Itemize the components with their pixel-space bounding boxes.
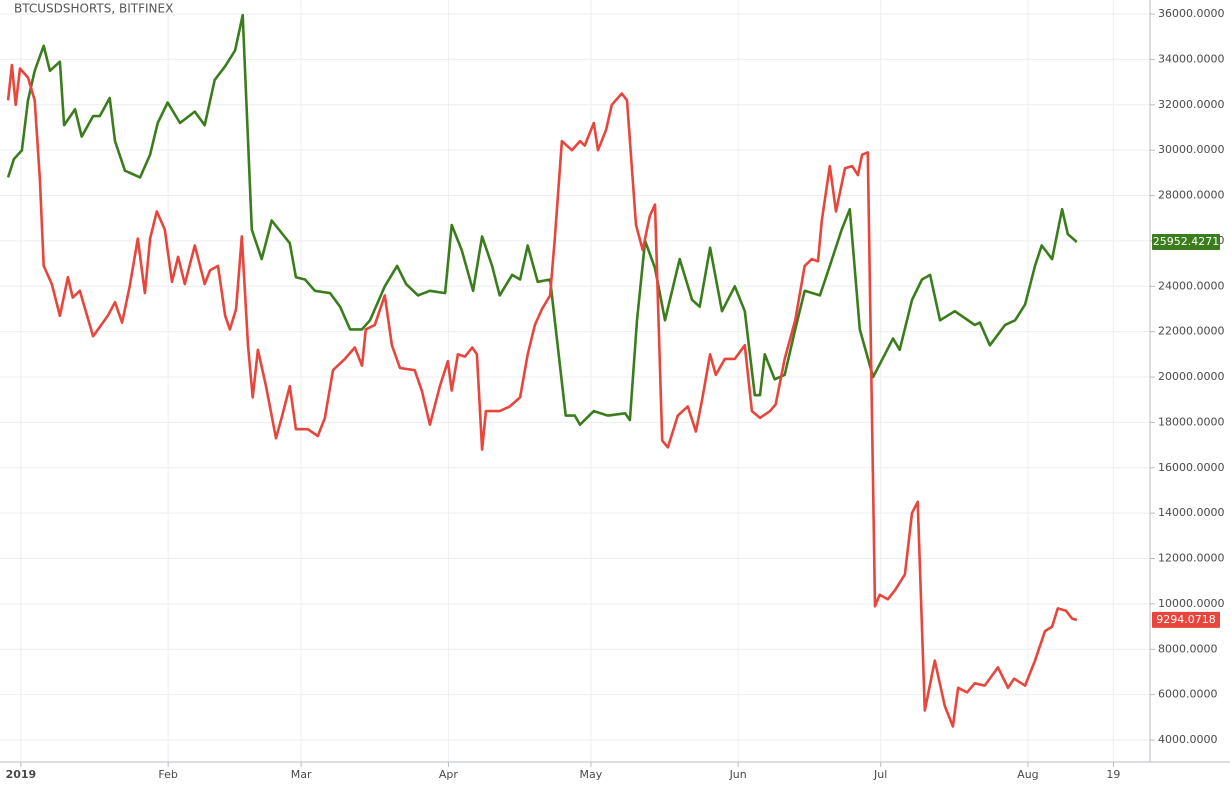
y-tick-label: 28000.0000 xyxy=(1158,189,1224,202)
x-tick-label: 2019 xyxy=(6,768,37,781)
y-tick-label: 4000.0000 xyxy=(1158,733,1218,746)
x-tick-label: Apr xyxy=(439,768,459,781)
price-label: 25952.4271 xyxy=(1153,235,1219,248)
x-tick-label: 19 xyxy=(1106,768,1120,781)
y-tick-label: 6000.0000 xyxy=(1158,688,1218,701)
y-tick-label: 20000.0000 xyxy=(1158,370,1224,383)
y-tick-label: 16000.0000 xyxy=(1158,461,1224,474)
x-tick-label: Jun xyxy=(729,768,747,781)
y-tick-label: 8000.0000 xyxy=(1158,642,1218,655)
x-tick-label: Aug xyxy=(1017,768,1038,781)
y-tick-label: 22000.0000 xyxy=(1158,325,1224,338)
y-tick-label: 32000.0000 xyxy=(1158,98,1224,111)
y-tick-label: 12000.0000 xyxy=(1158,552,1224,565)
price-tag xyxy=(1152,611,1220,628)
price-tag xyxy=(1152,233,1220,250)
y-tick-label: 14000.0000 xyxy=(1158,506,1224,519)
x-tick-label: Jul xyxy=(873,768,887,781)
x-tick-label: May xyxy=(580,768,603,781)
y-tick-label: 34000.0000 xyxy=(1158,52,1224,65)
line-series xyxy=(6,63,1078,728)
price-label: 9294.0718 xyxy=(1156,613,1216,626)
y-tick-label: 10000.0000 xyxy=(1158,597,1224,610)
y-tick-label: 36000.0000 xyxy=(1158,7,1224,20)
chart-title: BTCUSDSHORTS, BITFINEX xyxy=(14,2,173,16)
line-series xyxy=(6,13,1078,426)
x-tick-label: Feb xyxy=(158,768,177,781)
y-tick-label: 24000.0000 xyxy=(1158,279,1224,292)
y-tick-label: 30000.0000 xyxy=(1158,143,1224,156)
grid xyxy=(0,0,1150,762)
y-tick-label: 18000.0000 xyxy=(1158,415,1224,428)
x-tick-label: Mar xyxy=(291,768,312,781)
